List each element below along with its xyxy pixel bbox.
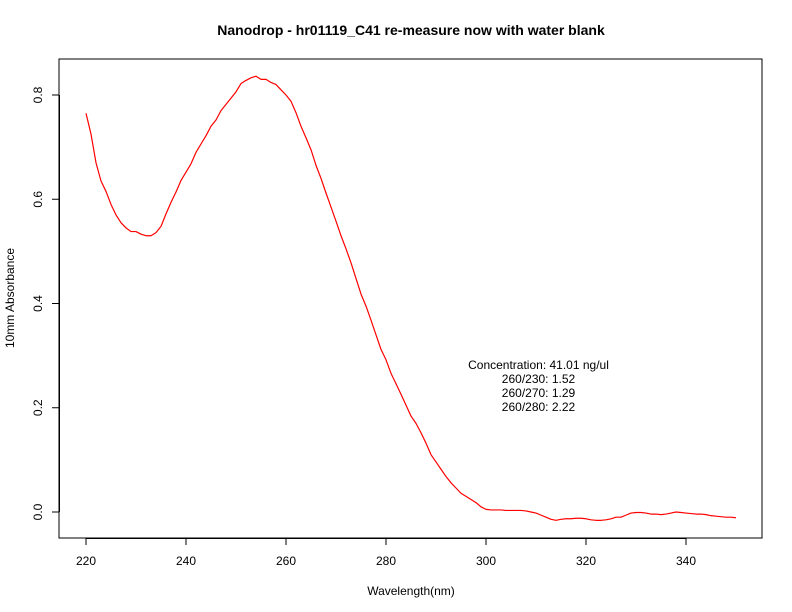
series-layer [85,75,737,521]
annotation-line: 260/270: 1.29 [502,386,576,400]
annotation-line: 260/230: 1.52 [502,372,576,386]
y-tick-label: 0.0 [31,503,45,520]
x-tick-label: 280 [376,554,396,568]
y-axis: 0.0 0.2 0.4 0.6 0.8 [31,86,60,520]
annotation-line: Concentration: 41.01 ng/ul [468,358,609,372]
y-tick-label: 0.2 [31,399,45,416]
series-line [85,75,737,521]
x-axis-label: Wavelength(nm) [367,584,455,598]
x-tick-label: 340 [676,554,696,568]
y-tick-label: 0.6 [31,191,45,208]
annotation-line: 260/280: 2.22 [502,400,576,414]
y-axis-label: 10mm Absorbance [3,248,17,348]
plot-frame [58,58,763,539]
x-axis: 220 240 260 280 300 320 340 [76,538,696,568]
y-tick-label: 0.8 [31,86,45,103]
x-tick-label: 220 [76,554,96,568]
x-tick-label: 260 [276,554,296,568]
y-tick-label: 0.4 [31,295,45,312]
x-tick-label: 240 [176,554,196,568]
chart-title: Nanodrop - hr01119_C41 re-measure now wi… [217,22,605,38]
x-tick-label: 320 [576,554,596,568]
x-tick-label: 300 [476,554,496,568]
